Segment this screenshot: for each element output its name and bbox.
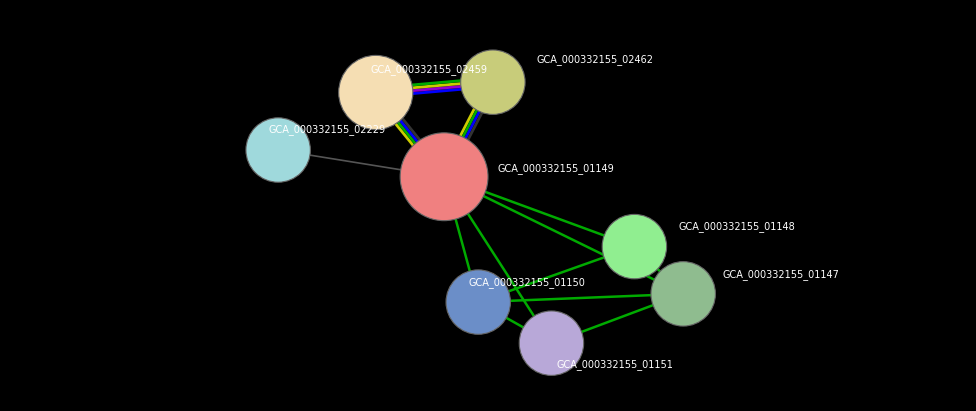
Ellipse shape [651,262,715,326]
Ellipse shape [246,118,310,182]
Text: GCA_000332155_01151: GCA_000332155_01151 [556,359,673,370]
Ellipse shape [446,270,510,334]
Ellipse shape [519,311,584,375]
Text: GCA_000332155_01150: GCA_000332155_01150 [468,277,586,288]
Ellipse shape [461,50,525,114]
Text: GCA_000332155_02462: GCA_000332155_02462 [537,54,654,65]
Ellipse shape [602,215,667,279]
Text: GCA_000332155_02459: GCA_000332155_02459 [371,65,488,75]
Ellipse shape [339,55,413,129]
Text: GCA_000332155_01148: GCA_000332155_01148 [678,222,795,232]
Text: GCA_000332155_02229: GCA_000332155_02229 [268,124,386,135]
Text: GCA_000332155_01149: GCA_000332155_01149 [498,163,615,174]
Ellipse shape [400,133,488,221]
Text: GCA_000332155_01147: GCA_000332155_01147 [722,269,839,279]
